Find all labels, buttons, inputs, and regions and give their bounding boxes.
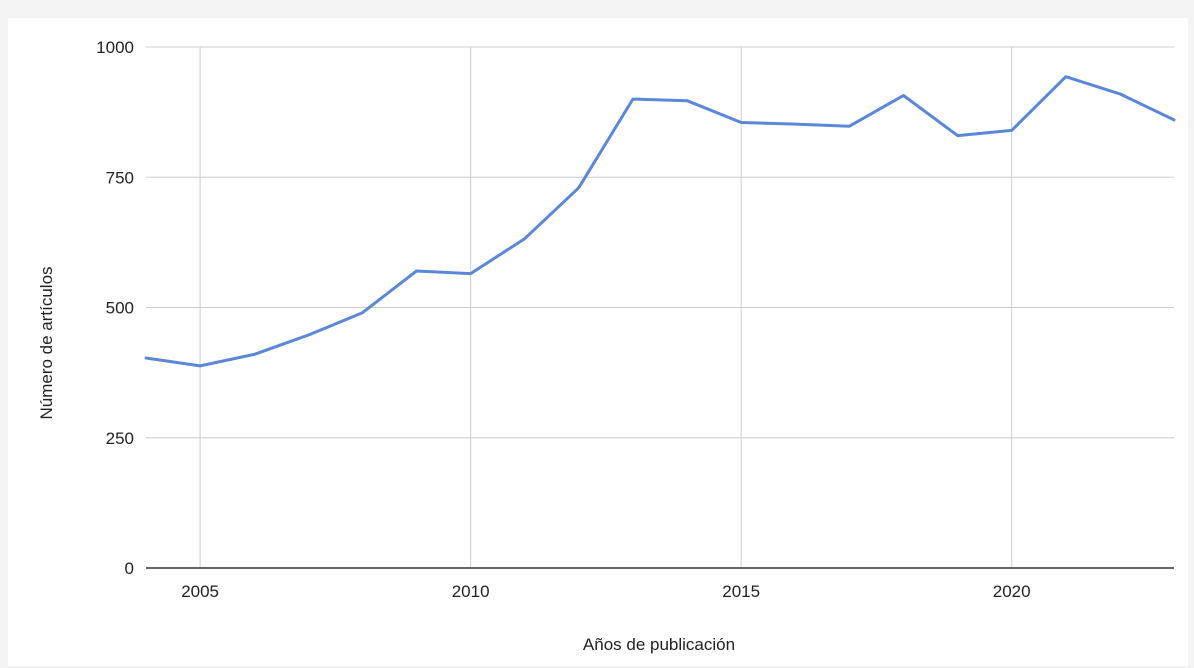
x-tick-label-2005: 2005	[181, 582, 219, 601]
x-tick-label-2020: 2020	[993, 582, 1031, 601]
y-tick-label-250: 250	[106, 429, 134, 448]
y-tick-label-750: 750	[106, 168, 134, 187]
series-line-1	[144, 75, 1176, 368]
tick-labels: 0 250 500 750 1000 2005 2010 2015 2020	[96, 38, 1030, 601]
x-tick-label-2010: 2010	[452, 582, 490, 601]
y-tick-label-0: 0	[125, 559, 134, 578]
x-axis-title: Años de publicación	[583, 635, 735, 654]
y-tick-label-500: 500	[106, 299, 134, 318]
grid-lines	[146, 46, 1174, 568]
series-layer	[144, 75, 1176, 368]
y-tick-label-1000: 1000	[96, 38, 134, 57]
y-axis-title: Número de artículos	[37, 266, 56, 419]
chart-container: 0 250 500 750 1000 2005 2010 2015 2020 Años de p…	[8, 18, 1188, 666]
x-tick-label-2015: 2015	[722, 582, 760, 601]
line-chart: 0 250 500 750 1000 2005 2010 2015 2020 Años de p…	[37, 38, 1176, 654]
